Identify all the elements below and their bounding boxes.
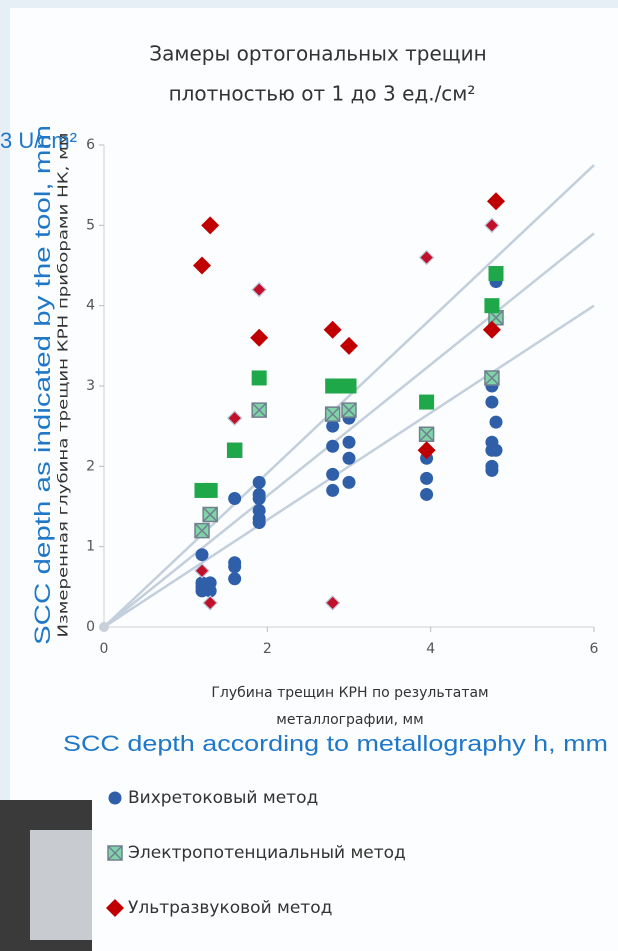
point (253, 516, 266, 529)
y-tick-label: 5 (86, 217, 95, 233)
y-axis-label: Измеренная глубина трещин КРН приборами … (57, 133, 72, 638)
x-axis-label-en: SCC depth according to metallography h, … (63, 731, 608, 756)
point (420, 472, 433, 485)
point (419, 395, 434, 410)
y-tick-label: 2 (86, 458, 95, 474)
y-axis-label-en: SCC depth as indicated by the tool, mm (30, 125, 55, 645)
x-axis-label: металлографии, мм (276, 712, 423, 728)
y-tick-label: 1 (86, 539, 95, 555)
point (253, 476, 266, 489)
point (203, 508, 217, 522)
x-tick-label: 4 (426, 641, 435, 657)
point (485, 464, 498, 477)
point (343, 436, 356, 449)
point (252, 370, 267, 385)
x-tick-label: 2 (263, 641, 272, 657)
point (326, 407, 340, 421)
point (326, 484, 339, 497)
point (253, 492, 266, 505)
x-axis-label: Глубина трещин КРН по результатам (211, 685, 488, 701)
point (228, 560, 241, 573)
point (485, 371, 499, 385)
legend-marker (108, 846, 122, 860)
y-tick-label: 0 (86, 619, 95, 635)
legend-label: Ультразвуковой метод (128, 898, 332, 918)
x-tick-label: 6 (590, 641, 599, 657)
legend-label: Вихретоковый метод (128, 788, 318, 808)
origin-point (99, 622, 109, 632)
chart-title: плотностью от 1 до 3 ед./см² (169, 82, 476, 106)
point (195, 524, 209, 538)
point (490, 416, 503, 429)
point (228, 492, 241, 505)
photo-fragment (30, 830, 92, 940)
legend-label: Электропотенциальный метод (128, 843, 406, 863)
point (485, 396, 498, 409)
x-tick-label: 0 (100, 641, 109, 657)
point (343, 476, 356, 489)
point (342, 379, 357, 394)
point (228, 572, 241, 585)
chart-area (10, 8, 618, 951)
point (343, 452, 356, 465)
chart-title: Замеры ортогональных трещин (149, 42, 486, 66)
point (326, 440, 339, 453)
point (342, 403, 356, 417)
point (227, 443, 242, 458)
point (484, 298, 499, 313)
y-tick-label: 3 (86, 378, 95, 394)
point (326, 468, 339, 481)
point (420, 427, 434, 441)
point (252, 403, 266, 417)
legend-marker (109, 792, 122, 805)
point (196, 548, 209, 561)
point (420, 488, 433, 501)
y-tick-label: 6 (86, 137, 95, 153)
chart: Замеры ортогональных трещин плотностью о… (0, 0, 618, 951)
y-tick-label: 4 (86, 298, 95, 314)
point (490, 444, 503, 457)
point (203, 483, 218, 498)
point (489, 266, 504, 281)
page: Замеры ортогональных трещин плотностью о… (0, 0, 618, 951)
